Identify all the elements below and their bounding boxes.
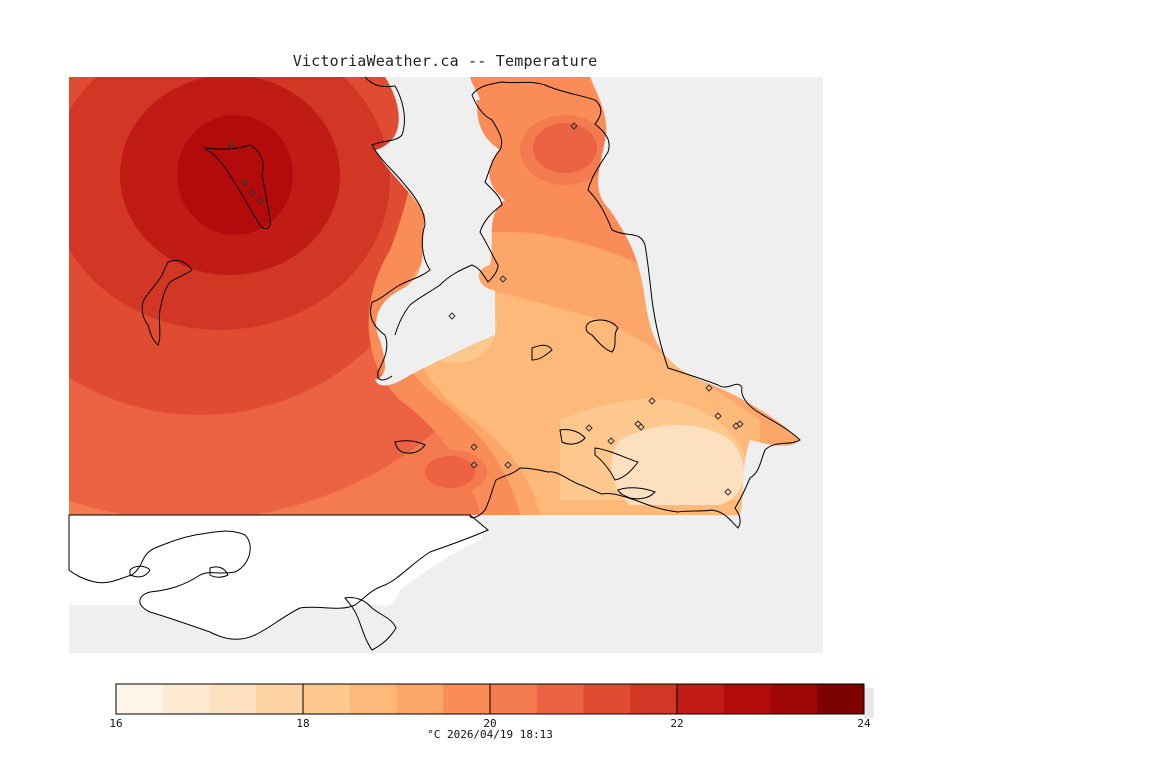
station-marker [648, 397, 656, 405]
legend-swatch [817, 684, 865, 714]
station-marker [705, 384, 713, 392]
station-marker [637, 423, 645, 431]
legend-swatch [630, 684, 678, 714]
station-marker [714, 412, 722, 420]
legend-swatch [770, 684, 818, 714]
station-marker [504, 461, 512, 469]
legend-swatch [583, 684, 631, 714]
legend-swatch [349, 684, 397, 714]
legend-caption: °C 2026/04/19 18:13 [427, 728, 553, 741]
legend-swatch [303, 684, 351, 714]
legend-swatch [162, 684, 210, 714]
station-marker [470, 461, 478, 469]
weather-stations [227, 122, 744, 496]
station-marker [256, 197, 264, 205]
legend-swatch [256, 684, 304, 714]
station-marker [499, 275, 507, 283]
legend-swatch [536, 684, 584, 714]
station-marker [585, 424, 593, 432]
legend-swatch [209, 684, 257, 714]
legend-tick-label: 20 [483, 717, 496, 730]
map-title: VictoriaWeather.ca -- Temperature [292, 52, 598, 70]
legend-ticks: 16 18 20 22 24 [109, 684, 871, 730]
legend-swatches [116, 684, 865, 714]
legend-swatch [723, 684, 771, 714]
station-marker [248, 189, 256, 197]
station-marker [570, 122, 578, 130]
legend-tick-label: 18 [296, 717, 309, 730]
legend-swatch [677, 684, 725, 714]
station-marker [724, 488, 732, 496]
station-marker [607, 437, 615, 445]
temperature-field [69, 77, 823, 515]
station-marker [470, 443, 478, 451]
legend-tick-label: 16 [109, 717, 122, 730]
legend-tick-label: 24 [857, 717, 871, 730]
station-marker [241, 179, 249, 187]
legend-swatch [443, 684, 491, 714]
station-marker [227, 142, 235, 150]
legend-swatch [396, 684, 444, 714]
station-marker [448, 312, 456, 320]
legend-swatch [116, 684, 164, 714]
coastlines [129, 76, 801, 651]
legend-tick-label: 22 [670, 717, 683, 730]
legend-swatch [490, 684, 538, 714]
station-marker [736, 420, 744, 428]
